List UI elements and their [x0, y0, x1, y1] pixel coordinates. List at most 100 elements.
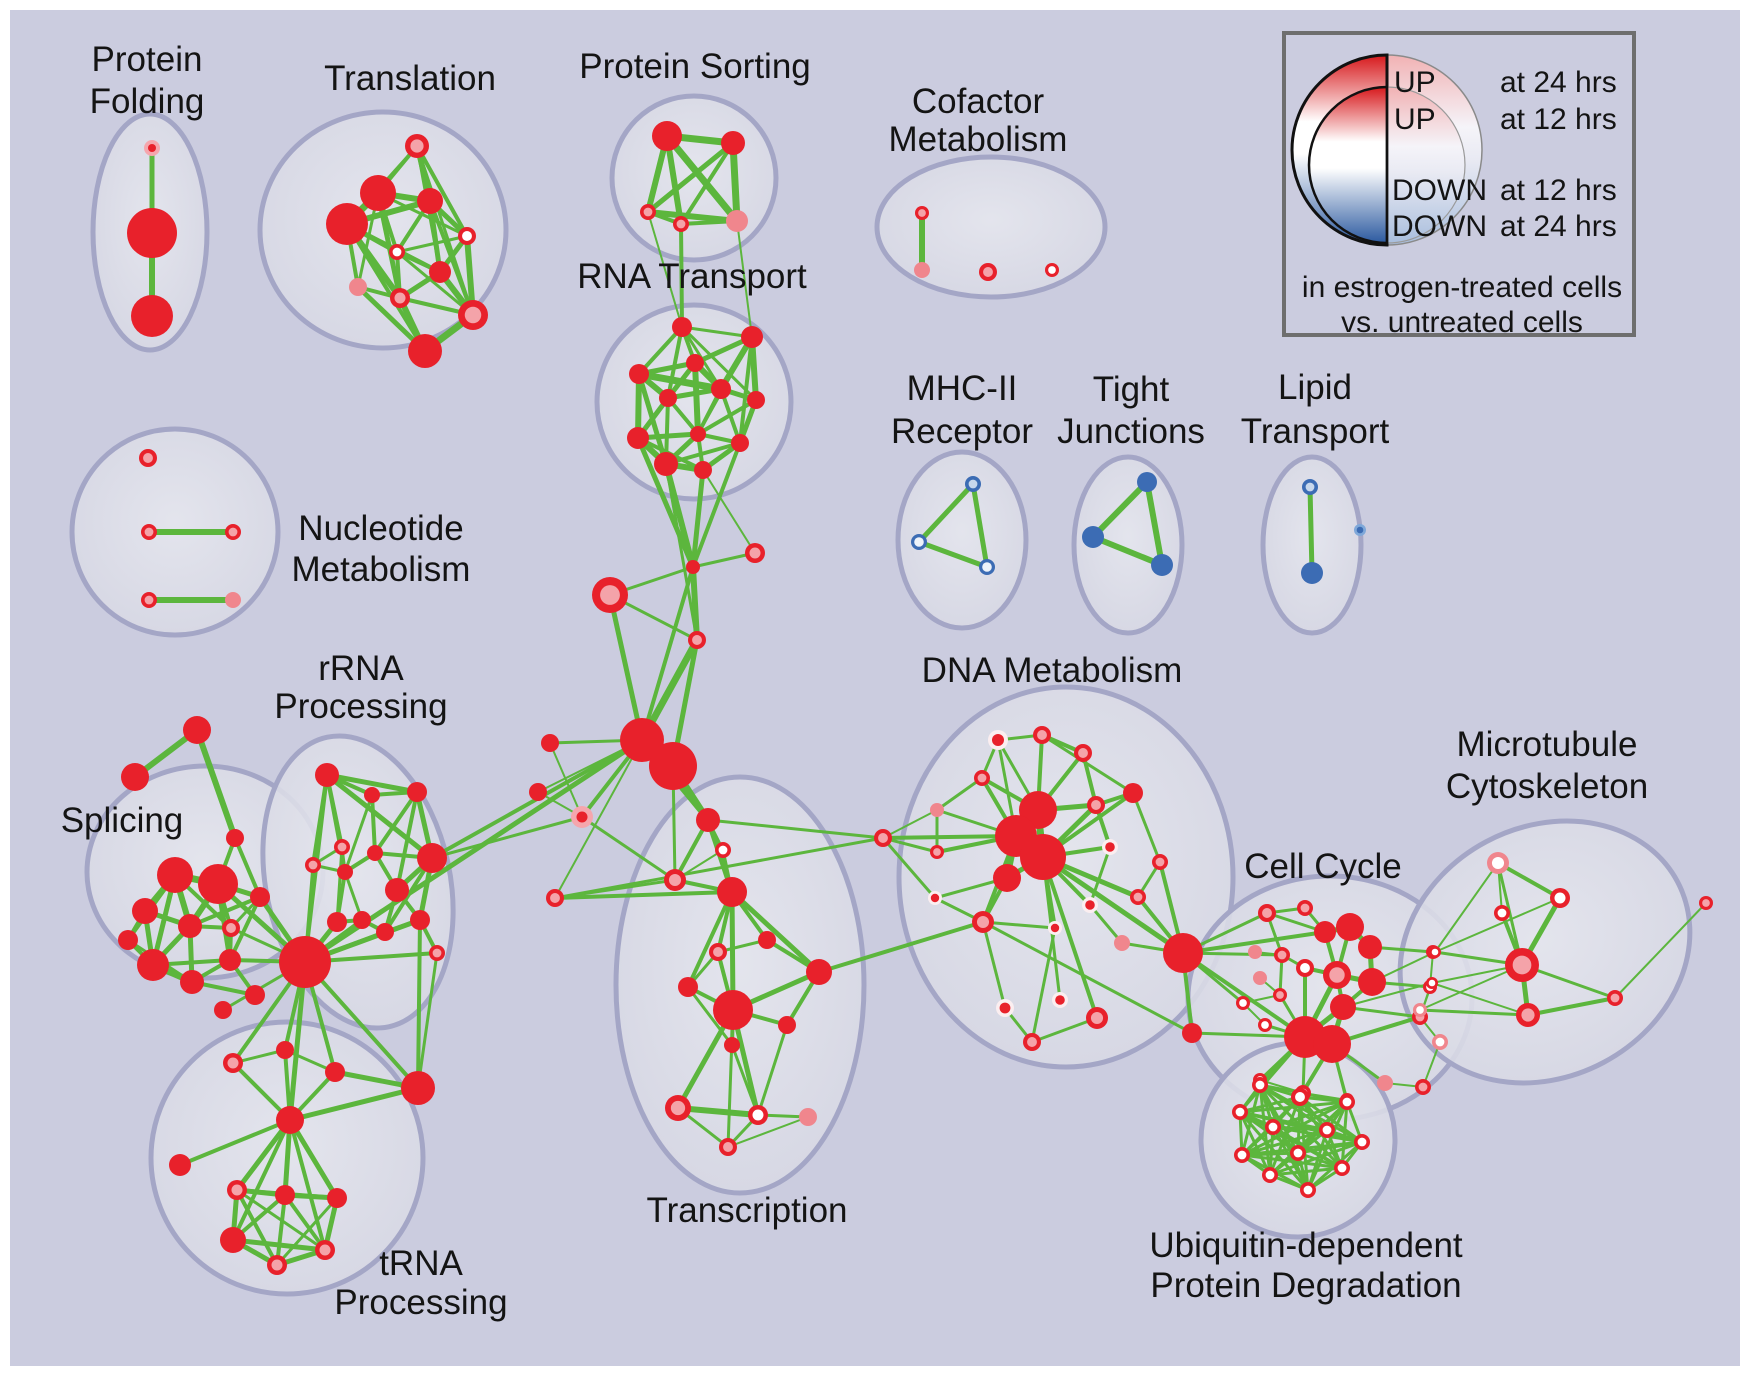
node-outer-dn23 — [1182, 1023, 1202, 1043]
edge-rt4-rt5 — [635, 370, 725, 393]
node-tr13 — [665, 1095, 691, 1121]
cluster-ellipse-microtubule-cytoskeleton — [1397, 818, 1693, 1086]
node-outer-rt2 — [741, 326, 763, 348]
edge-c6-tr3 — [580, 815, 677, 882]
edge-h1-tr5 — [554, 739, 643, 899]
edge-dn6-dn12 — [881, 834, 1018, 840]
node-cc16 — [1313, 1025, 1351, 1063]
node-dn25 — [1023, 1033, 1041, 1051]
node-dn3 — [1074, 744, 1092, 762]
node-tn7 — [227, 1180, 247, 1200]
node-inner-tn7 — [231, 1184, 243, 1196]
node-outer-t2 — [360, 175, 396, 211]
node-ps2 — [721, 131, 745, 155]
edge-rr2-rr6 — [343, 793, 374, 874]
node-inner-dn16 — [1133, 892, 1143, 902]
node-tn12 — [267, 1255, 287, 1275]
node-inner-ub3 — [1342, 1097, 1352, 1107]
node-nu5 — [225, 592, 241, 608]
cluster-label-nucleotide-metabolism-line1: Nucleotide — [298, 509, 463, 548]
node-tr3 — [664, 869, 686, 891]
node-outer-tr15 — [799, 1108, 817, 1126]
node-outer-tn3 — [325, 1062, 345, 1082]
legend-inner-left-half — [1307, 85, 1389, 245]
node-inner-nu4 — [144, 595, 154, 605]
node-inner-mt4 — [1512, 955, 1532, 975]
node-outer-rr6 — [337, 864, 353, 880]
node-dn14 — [993, 864, 1021, 892]
edge-tj1-tj2 — [1090, 479, 1150, 540]
node-ub9 — [1290, 1145, 1306, 1161]
node-outer-rt1 — [672, 317, 692, 337]
edge-tj2-tj3 — [1090, 534, 1165, 568]
node-cc3 — [1314, 921, 1336, 943]
node-inner-ub10 — [1265, 1170, 1275, 1180]
edge-ps5-rt2 — [736, 220, 753, 338]
cluster-ellipse-mhc-ii-receptor — [895, 449, 1029, 631]
edge-ub6-ub8 — [1240, 1128, 1329, 1157]
node-outer-h1 — [620, 718, 664, 762]
node-mh2 — [911, 534, 927, 550]
node-inner-cf4 — [1048, 266, 1056, 274]
node-inner-dn20 — [1085, 900, 1095, 910]
edge-mt6-mt8 — [1431, 982, 1529, 1016]
node-cf1 — [915, 206, 929, 220]
node-cc23 — [1377, 1075, 1393, 1091]
node-cc13 — [1236, 996, 1250, 1010]
node-inner-tr7 — [713, 947, 723, 957]
node-outer-rr12 — [376, 923, 394, 941]
node-dn22 — [1163, 933, 1203, 973]
node-outer-rt5 — [711, 379, 731, 399]
legend-time-label-0: at 24 hrs — [1500, 66, 1617, 99]
node-outer-cf2 — [914, 262, 930, 278]
node-ub7 — [1354, 1134, 1370, 1150]
cluster-label-lipid-transport-line1: Lipid — [1278, 368, 1352, 407]
node-c5 — [541, 734, 559, 752]
cluster-label-lipid-transport-line2: Transport — [1241, 412, 1390, 451]
node-t1 — [405, 134, 429, 158]
cluster-label-splicing-line1: Splicing — [61, 801, 184, 840]
node-dn24 — [996, 999, 1014, 1017]
node-outer-t11 — [408, 334, 442, 368]
edge-rt1-rt7 — [680, 325, 758, 402]
node-inner-t6 — [392, 247, 402, 257]
node-c7 — [529, 783, 547, 801]
node-inner-sp8 — [226, 923, 236, 933]
node-sp4 — [157, 857, 193, 893]
edge-sp9-sp12 — [228, 895, 262, 962]
edge-dn25-dn26 — [1030, 1016, 1099, 1044]
node-inner-cc14 — [1261, 1021, 1269, 1029]
node-outer-ps1 — [652, 121, 682, 151]
node-sp2 — [121, 763, 149, 791]
node-tr7 — [709, 943, 727, 961]
edge-ps3-rt1 — [647, 211, 683, 328]
node-inner-tr16 — [723, 1142, 733, 1152]
edge-dn6-tr1 — [706, 818, 885, 840]
node-outer-sp13 — [118, 930, 138, 950]
edge-tr11-tr14 — [756, 1023, 789, 1117]
legend-time-label-2: at 12 hrs — [1500, 174, 1617, 207]
node-rt5 — [711, 379, 731, 399]
node-sp11 — [180, 970, 204, 994]
node-dn1 — [988, 730, 1008, 750]
node-cc4 — [1336, 913, 1364, 941]
edge-ps2-ps3 — [645, 140, 736, 215]
edge-c1-c2 — [691, 551, 757, 569]
node-inner-tr13 — [670, 1100, 686, 1116]
edge-ps3-ps5 — [645, 209, 740, 224]
node-outer-sp14 — [245, 985, 265, 1005]
node-tn8 — [275, 1185, 295, 1205]
edge-ub5-ub7 — [1271, 1125, 1364, 1144]
node-outer-tr11 — [778, 1016, 796, 1034]
node-ub2 — [1291, 1088, 1309, 1106]
node-ub1 — [1252, 1077, 1268, 1093]
edge-tn5-tn7 — [234, 1117, 293, 1193]
edge-t1-t5 — [415, 144, 469, 238]
node-inner-tn11 — [319, 1244, 331, 1256]
cluster-label-trna-processing-line1: tRNA — [379, 1244, 463, 1283]
edge-mt7-mt4 — [1419, 964, 1523, 1011]
node-inner-nu3 — [228, 527, 238, 537]
node-outer-ps2 — [721, 131, 745, 155]
node-outer-rr3 — [407, 782, 427, 802]
